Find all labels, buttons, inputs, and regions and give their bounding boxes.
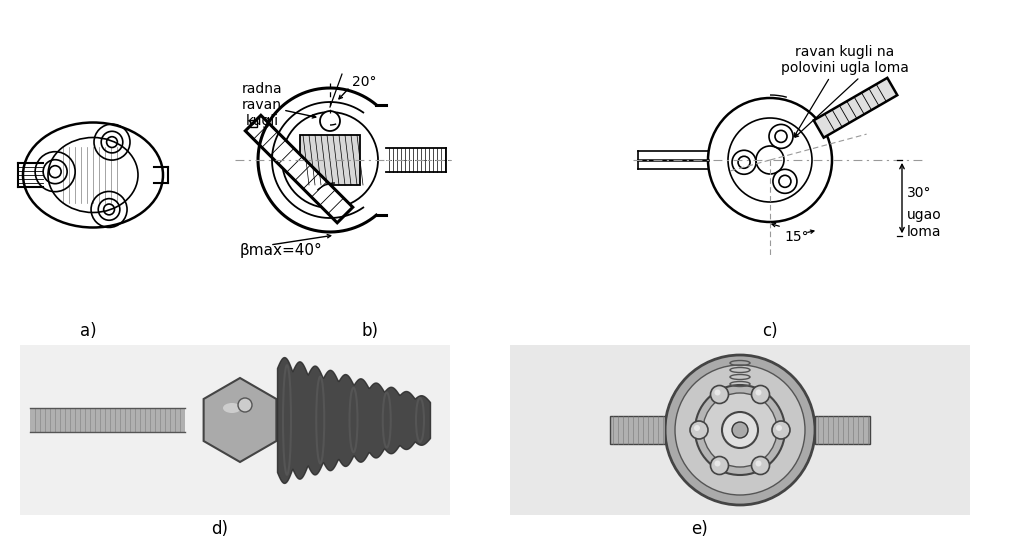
- Circle shape: [752, 385, 769, 404]
- Text: b): b): [361, 322, 379, 340]
- Circle shape: [732, 422, 748, 438]
- Bar: [30, 408, 185, 432]
- Text: ravan kugli na
polovini ugla loma: ravan kugli na polovini ugla loma: [781, 45, 909, 75]
- Circle shape: [772, 421, 790, 439]
- Text: c): c): [762, 322, 778, 340]
- Circle shape: [711, 457, 728, 474]
- Text: radna
ravan
kugli: radna ravan kugli: [242, 82, 283, 128]
- Circle shape: [756, 389, 762, 395]
- Text: 20°: 20°: [352, 75, 377, 89]
- Polygon shape: [246, 115, 353, 223]
- Circle shape: [722, 412, 758, 448]
- Circle shape: [776, 425, 782, 431]
- Circle shape: [752, 457, 769, 474]
- Circle shape: [703, 393, 777, 467]
- Circle shape: [319, 111, 340, 131]
- Circle shape: [675, 365, 805, 495]
- Circle shape: [238, 398, 252, 412]
- Text: a): a): [80, 322, 96, 340]
- Circle shape: [756, 461, 762, 467]
- Bar: [250, 120, 257, 127]
- Text: 30°: 30°: [907, 186, 932, 200]
- Text: d): d): [212, 520, 228, 538]
- Bar: [815, 416, 870, 444]
- Bar: [300, 135, 360, 185]
- Circle shape: [711, 385, 728, 404]
- Circle shape: [690, 421, 708, 439]
- Bar: [510, 345, 970, 515]
- Text: 15°: 15°: [784, 230, 809, 244]
- Bar: [20, 345, 450, 515]
- Circle shape: [665, 355, 815, 505]
- Polygon shape: [204, 378, 276, 462]
- Circle shape: [715, 389, 721, 395]
- Circle shape: [694, 425, 700, 431]
- Circle shape: [715, 461, 721, 467]
- Bar: [610, 416, 665, 444]
- Text: βmax=40°: βmax=40°: [240, 243, 323, 258]
- Polygon shape: [814, 78, 897, 138]
- Text: ugao
loma: ugao loma: [907, 208, 942, 239]
- Circle shape: [695, 385, 785, 475]
- Text: e): e): [691, 520, 709, 538]
- Ellipse shape: [223, 403, 241, 413]
